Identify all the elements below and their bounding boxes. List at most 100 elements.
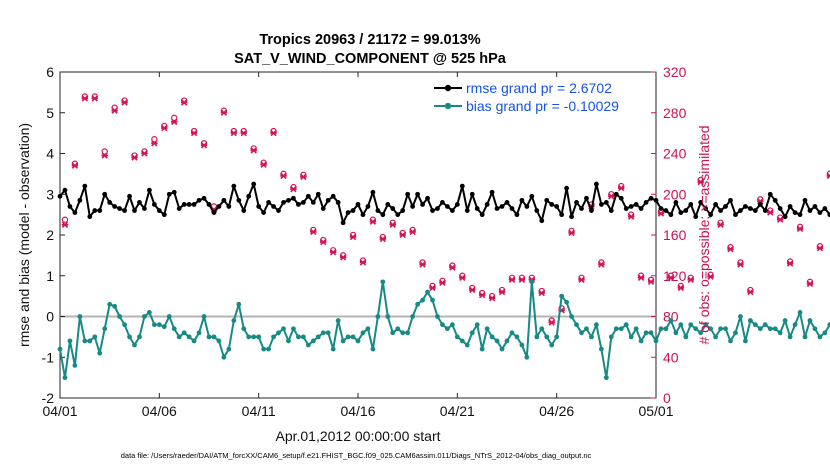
bias-point [77, 314, 83, 319]
bias-point [380, 279, 386, 285]
bias-point [549, 342, 555, 348]
bias-point [102, 326, 108, 332]
bias-point [807, 318, 813, 323]
bias-point [752, 322, 758, 328]
obs-assimilated-point [171, 118, 178, 126]
bias-point [574, 322, 579, 328]
obs-assimilated-point [61, 221, 69, 228]
bias-point [340, 338, 346, 344]
rmse-point [390, 206, 396, 211]
rmse-point [445, 204, 450, 209]
rmse-point [181, 202, 187, 207]
rmse-point [569, 214, 574, 220]
bias-point [246, 334, 252, 340]
y2-tick-label: 280 [663, 105, 687, 121]
y-tick-label: 0 [46, 309, 54, 325]
y-tick-label: 6 [46, 64, 54, 80]
data-file-footer: data file: /Users/raeder/DAI/ATM_forcXX/… [121, 451, 592, 460]
bias-point [554, 334, 560, 340]
obs-assimilated-point [488, 294, 496, 302]
x-tick-label: 04/21 [440, 403, 475, 419]
rmse-point [529, 193, 535, 199]
bias-point [440, 322, 445, 328]
rmse-point [743, 204, 748, 209]
obs-assimilated-point [200, 142, 208, 149]
rmse-point [176, 206, 182, 211]
bias-point [618, 326, 624, 332]
obs-assimilated-point [608, 193, 615, 200]
rmse-point [598, 202, 604, 207]
rmse-point [281, 200, 286, 205]
obs-assimilated-point [469, 286, 476, 294]
bias-point [435, 314, 440, 319]
bias-point [360, 330, 366, 336]
bias-point [350, 334, 356, 340]
bias-point [524, 354, 530, 360]
bias-point [762, 322, 768, 328]
rmse-point [122, 208, 127, 213]
obs-assimilated-point [826, 172, 830, 180]
bias-point [643, 330, 649, 336]
obs-assimilated-point [240, 129, 247, 137]
rmse-point [608, 208, 614, 213]
obs-assimilated-point [687, 276, 694, 283]
obs-assimilated-point [538, 289, 545, 297]
bias-point [459, 338, 465, 344]
bias-point [723, 326, 728, 332]
y-tick-label: -1 [42, 349, 55, 365]
bias-point [529, 279, 535, 285]
bias-point [410, 314, 416, 319]
rmse-point [673, 200, 679, 205]
obs-assimilated-point [598, 261, 605, 268]
obs-assimilated-point [737, 261, 744, 268]
rmse-point [137, 200, 142, 205]
bias-point [787, 334, 793, 340]
rmse-point [77, 197, 83, 203]
bias-point [112, 303, 118, 309]
rmse-point [628, 204, 634, 209]
y2-tick-label: 0 [663, 390, 671, 406]
rmse-point [320, 206, 326, 211]
bias-point [757, 326, 763, 332]
rmse-point [325, 197, 331, 203]
bias-point [345, 334, 351, 340]
bias-point [286, 338, 291, 344]
bias-point [479, 346, 485, 352]
rmse-point [668, 212, 674, 218]
obs-assimilated-point [141, 150, 148, 157]
rmse-point [107, 200, 113, 205]
bias-point [613, 326, 619, 332]
legend: rmse grand pr = 2.6702 bias grand pr = -… [434, 80, 619, 114]
rmse-point [241, 208, 247, 213]
rmse-point [201, 195, 207, 201]
rmse-point [276, 208, 281, 213]
rmse-point [489, 189, 495, 195]
y-tick-label: 3 [46, 186, 54, 202]
rmse-point [534, 208, 540, 213]
rmse-point [291, 195, 296, 201]
y-axis-label: rmse and bias (model - observation) [16, 123, 32, 347]
rmse-point [236, 197, 242, 203]
bias-point [335, 318, 341, 323]
bias-point [221, 354, 227, 360]
rmse-point [469, 191, 475, 197]
rmse-point [718, 208, 723, 213]
bias-point [405, 330, 411, 336]
rmse-point [817, 210, 823, 215]
obs-possible-point [101, 148, 108, 155]
rmse-point [504, 200, 510, 205]
bias-point [584, 326, 589, 332]
obs-assimilated-point [190, 129, 198, 137]
obs-assimilated-point [806, 280, 814, 288]
bias-point [449, 322, 455, 328]
bias-point [499, 346, 505, 352]
bias-point [276, 330, 281, 336]
bias-point [107, 301, 113, 307]
rmse-point [733, 212, 738, 218]
bias-point [802, 334, 808, 340]
obs-assimilated-point [498, 288, 506, 296]
rmse-point [509, 206, 515, 211]
bias-point [315, 334, 321, 340]
bias-point [589, 334, 594, 340]
rmse-point [211, 210, 217, 215]
